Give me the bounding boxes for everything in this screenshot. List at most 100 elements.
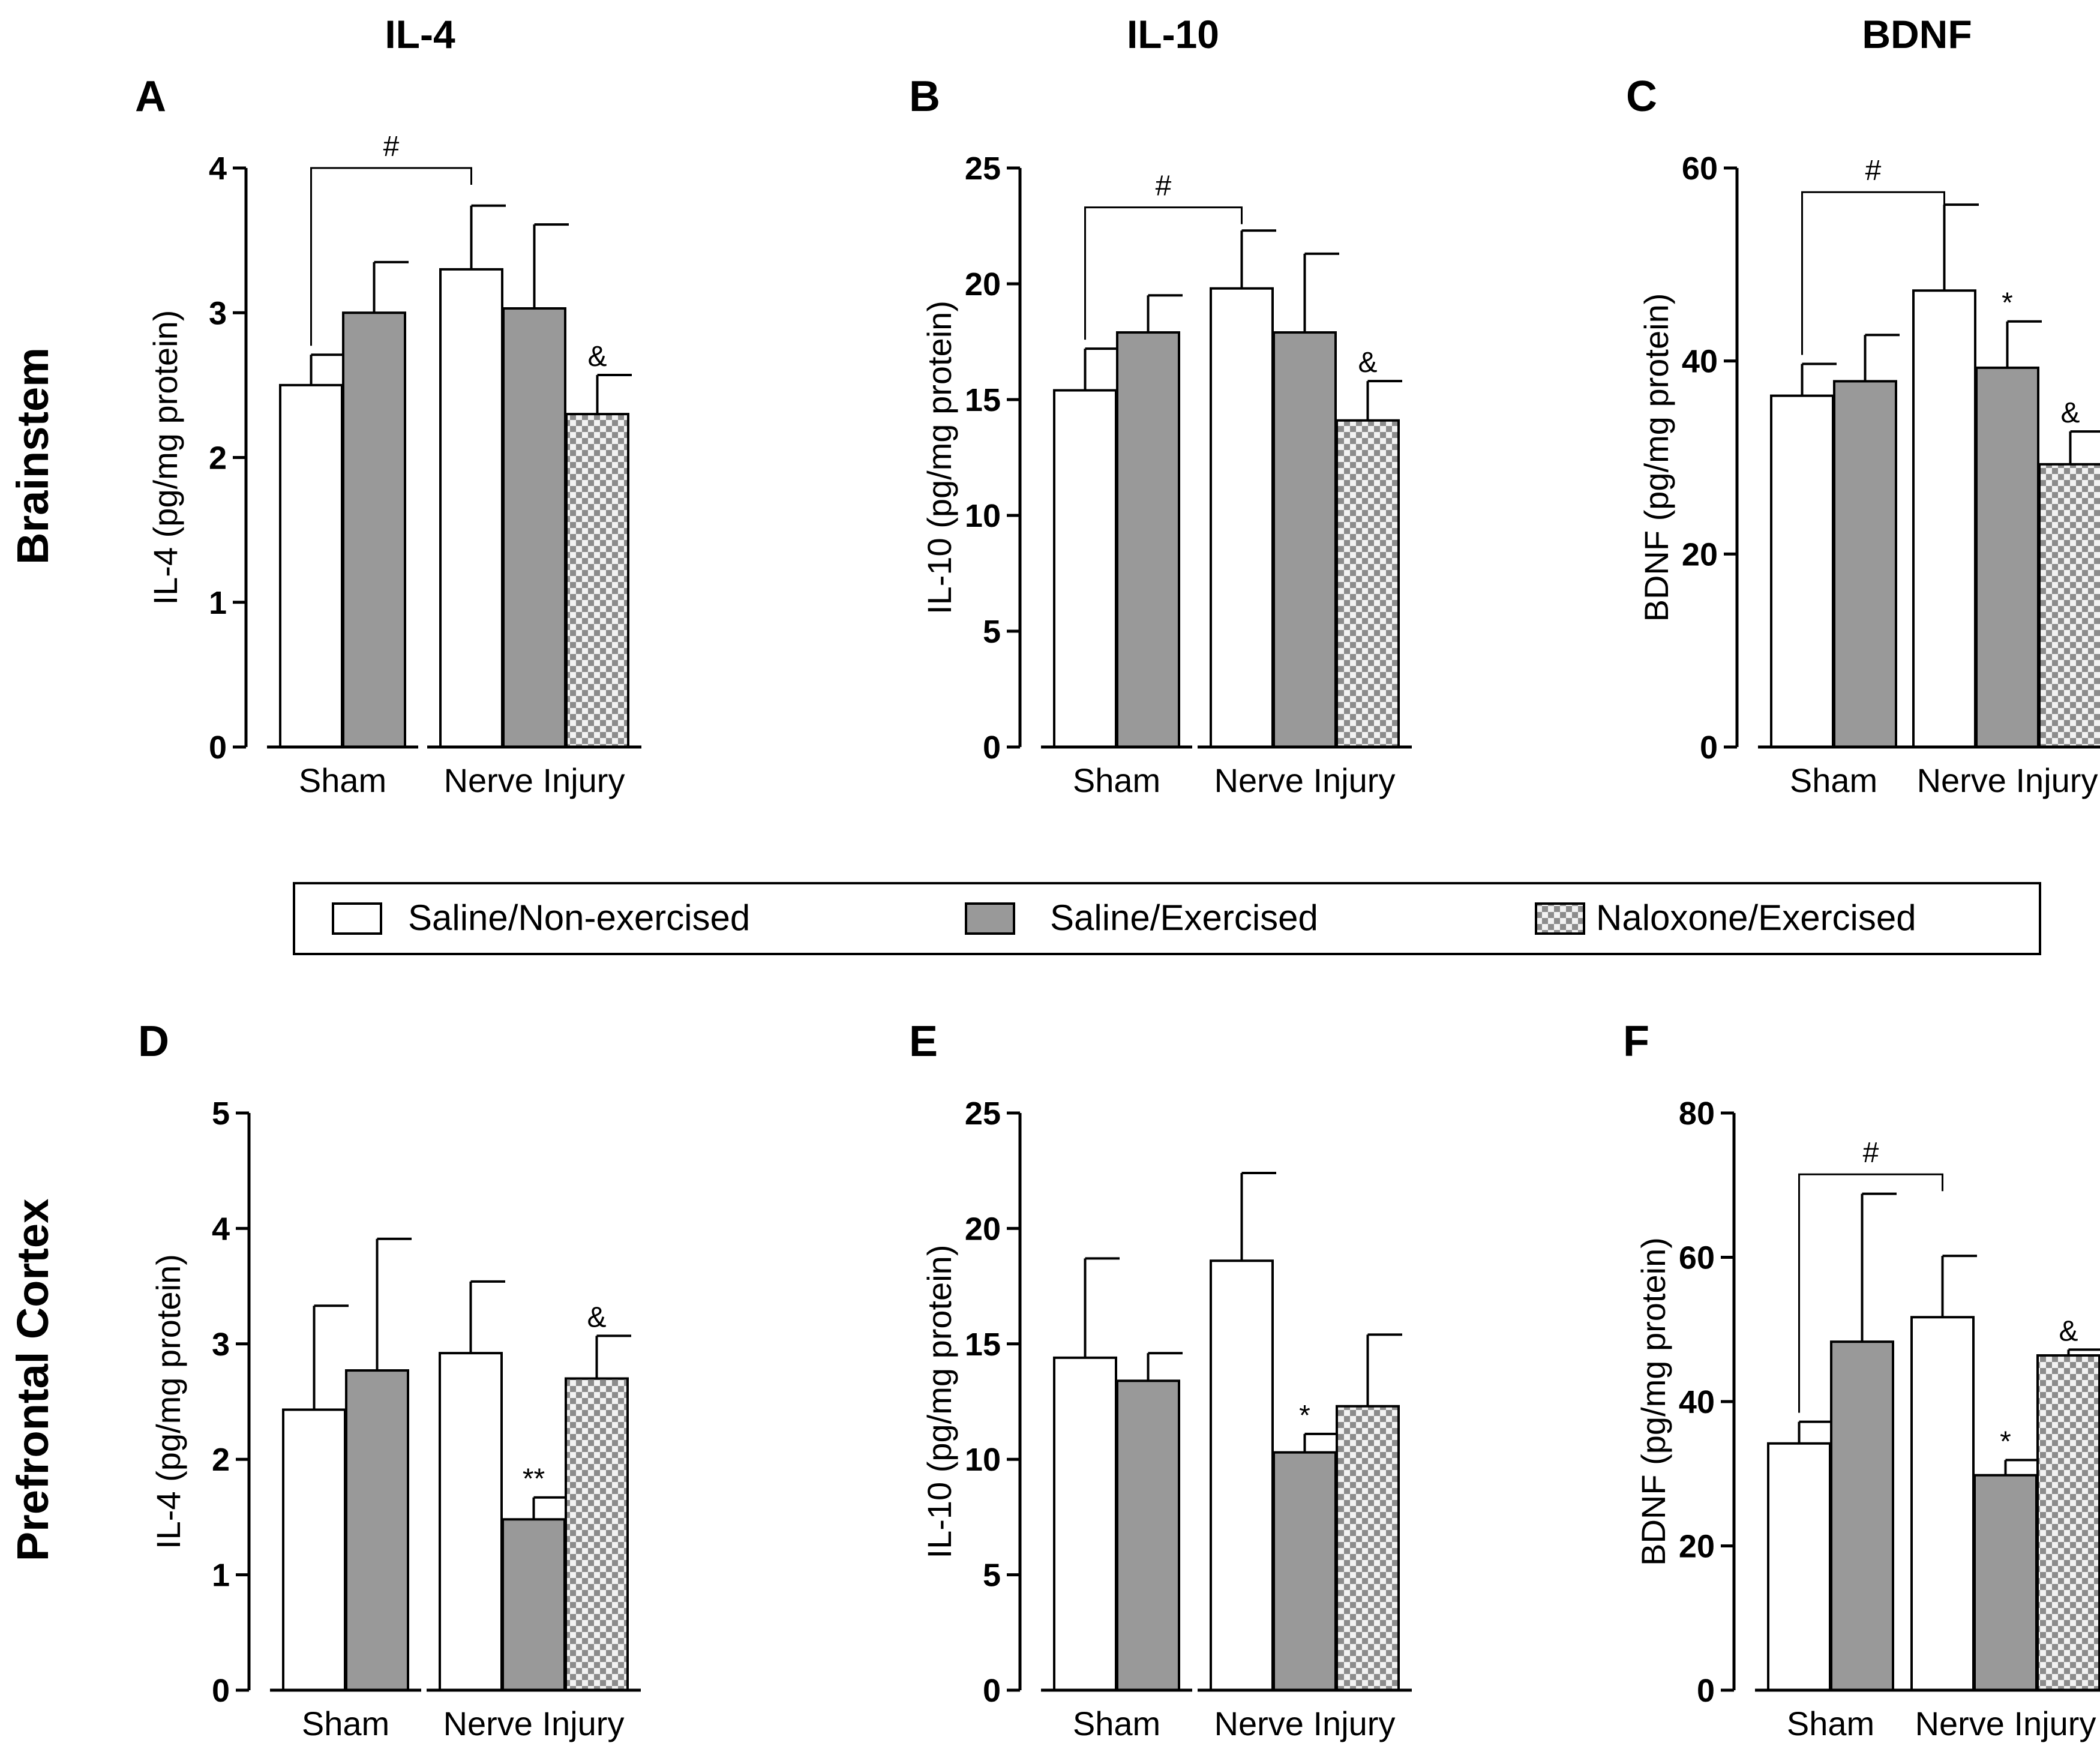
y-tick-label: 5 (983, 1558, 1001, 1594)
y-tick-label: 5 (212, 1096, 230, 1132)
category-label: Sham (1073, 761, 1160, 799)
y-tick-label: 80 (1679, 1096, 1715, 1132)
legend-label-saline-exercised: Saline/Exercised (1050, 898, 1318, 938)
panel-letter: E (909, 1018, 938, 1066)
bar-gray-nerve-injury (1273, 1451, 1337, 1691)
bar-gray-sham (342, 311, 406, 748)
y-axis-label: IL-4 (pg/mg protein) (146, 310, 184, 605)
bar-checker-nerve-injury (1336, 419, 1400, 748)
bar-checker-nerve-injury (565, 413, 629, 748)
y-axis-label: IL-10 (pg/mg protein) (920, 301, 958, 614)
category-label: Nerve Injury (1214, 1705, 1396, 1742)
bar-gray-nerve-injury (1975, 366, 2039, 748)
category-label: Sham (1787, 1705, 1874, 1742)
y-tick-label: 10 (965, 1442, 1001, 1478)
y-tick-label: 0 (983, 1673, 1001, 1709)
bar-white-sham (1053, 389, 1117, 748)
panel-letter: D (138, 1018, 169, 1066)
y-tick-label: 15 (965, 382, 1001, 418)
bar-gray-nerve-injury (502, 1518, 566, 1692)
bar-checker-nerve-injury (2036, 1354, 2100, 1692)
legend-frame (293, 882, 2041, 955)
bar-white-nerve-injury (439, 1352, 503, 1691)
significance-mark: & (2059, 1315, 2078, 1347)
category-label: Nerve Injury (1214, 761, 1396, 799)
panel-a: A 0 1 2 3 4 Sham Nerve Injury IL-4 (pg/mg protei… (135, 73, 641, 799)
panel-b: B 0 5 10 15 20 25 Sham Nerve Injury IL-10 (pg/mg … (909, 73, 1412, 799)
y-tick-label: 1 (209, 585, 227, 621)
bar-white-nerve-injury (1910, 1316, 1975, 1692)
significance-mark: # (1865, 155, 1882, 187)
bar-gray-sham (1830, 1340, 1894, 1691)
y-axis-label: BDNF (pg/mg protein) (1637, 293, 1675, 622)
bar-white-nerve-injury (439, 268, 503, 748)
category-label: Sham (1073, 1705, 1160, 1742)
significance-mark: # (1863, 1137, 1879, 1169)
bar-gray-sham (1833, 380, 1897, 748)
category-label: Nerve Injury (443, 1705, 625, 1742)
y-tick-label: 25 (965, 151, 1001, 187)
category-label: Sham (302, 1705, 389, 1742)
y-tick-label: 2 (209, 440, 227, 476)
significance-bracket (1084, 206, 1243, 340)
bar-white-sham (1770, 394, 1834, 748)
significance-mark: * (2000, 1426, 2011, 1457)
panels: A 0 1 2 3 4 Sham Nerve Injury IL-4 (pg/mg protei… (135, 73, 2100, 1742)
category-label: Sham (299, 761, 386, 799)
significance-mark: # (383, 131, 400, 163)
bar-gray-sham (345, 1369, 409, 1691)
y-tick-label: 0 (1697, 1673, 1715, 1709)
y-tick-label: 25 (965, 1096, 1001, 1132)
column-title-bdnf: BDNF (1862, 12, 1972, 56)
y-tick-label: 20 (1682, 536, 1718, 572)
bar-white-sham (1053, 1356, 1117, 1691)
bar-checker-nerve-injury (2038, 463, 2100, 749)
category-label: Sham (1790, 761, 1877, 799)
y-tick-label: 20 (1679, 1529, 1715, 1565)
y-tick-label: 4 (209, 151, 227, 187)
y-tick-label: 0 (1700, 730, 1718, 766)
y-tick-label: 40 (1682, 344, 1718, 380)
panel-letter: F (1623, 1018, 1649, 1066)
bar-white-nerve-injury (1210, 1259, 1274, 1691)
row-title-prefrontal-cortex: Prefrontal Cortex (8, 1199, 58, 1561)
bar-white-nerve-injury (1912, 289, 1976, 748)
significance-mark: * (1299, 1400, 1310, 1432)
y-tick-label: 3 (212, 1327, 230, 1363)
category-label: Nerve Injury (444, 761, 625, 799)
y-tick-label: 1 (212, 1558, 230, 1594)
y-tick-label: 60 (1682, 151, 1718, 187)
y-tick-label: 20 (965, 266, 1001, 302)
legend-swatch-checker (1535, 902, 1585, 935)
bar-gray-sham (1116, 1379, 1180, 1691)
y-axis-label: IL-4 (pg/mg protein) (149, 1254, 187, 1549)
y-tick-label: 60 (1679, 1240, 1715, 1276)
row-title-brainstem: Brainstem (8, 347, 58, 565)
bar-gray-nerve-injury (502, 307, 566, 748)
legend-label-naloxone-exercised: Naloxone/Exercised (1596, 898, 1916, 938)
bar-checker-nerve-injury (565, 1377, 629, 1691)
bar-white-sham (279, 383, 343, 748)
y-tick-label: 10 (965, 498, 1001, 534)
y-tick-label: 40 (1679, 1384, 1715, 1420)
significance-mark: & (1358, 347, 1377, 379)
bar-gray-sham (1116, 331, 1180, 748)
bar-gray-nerve-injury (1973, 1474, 2038, 1692)
panel-letter: C (1626, 73, 1657, 121)
legend-swatch-gray (965, 902, 1015, 935)
column-title-il10: IL-10 (1127, 12, 1219, 56)
panel-d: D 0 1 2 3 4 5 Sham Nerve Injury IL-4 (pg/mg prote… (138, 1018, 641, 1742)
y-tick-label: 2 (212, 1442, 230, 1478)
y-tick-label: 15 (965, 1327, 1001, 1363)
y-tick-label: 0 (983, 730, 1001, 766)
category-label: Nerve Injury (1915, 1705, 2096, 1742)
category-label: Nerve Injury (1917, 761, 2098, 799)
bar-white-nerve-injury (1210, 287, 1274, 749)
legend-swatch-white (332, 902, 382, 935)
legend-label-saline-non-exercised: Saline/Non-exercised (408, 898, 750, 938)
panel-letter: A (135, 73, 166, 121)
significance-mark: & (587, 341, 607, 373)
column-title-il4: IL-4 (385, 12, 455, 56)
y-tick-label: 0 (212, 1673, 230, 1709)
